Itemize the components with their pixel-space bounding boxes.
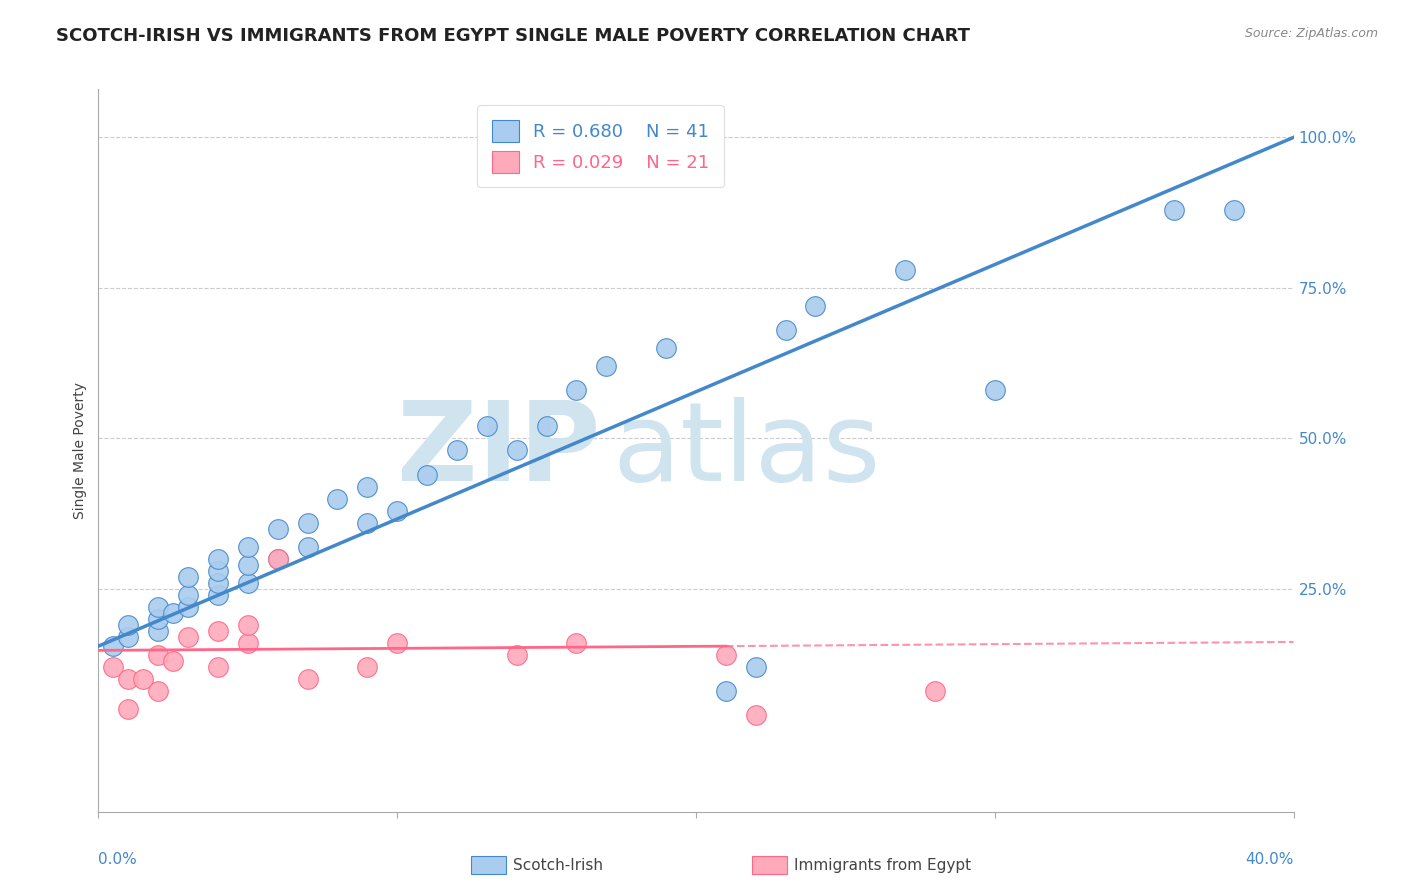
- Point: [117, 673, 139, 687]
- Text: SCOTCH-IRISH VS IMMIGRANTS FROM EGYPT SINGLE MALE POVERTY CORRELATION CHART: SCOTCH-IRISH VS IMMIGRANTS FROM EGYPT SI…: [56, 27, 970, 45]
- Point: [385, 503, 409, 517]
- Point: [207, 576, 229, 591]
- Point: [536, 419, 558, 434]
- Point: [148, 624, 170, 639]
- Point: [207, 564, 229, 578]
- Point: [132, 673, 155, 687]
- Text: atlas: atlas: [613, 397, 880, 504]
- Y-axis label: Single Male Poverty: Single Male Poverty: [73, 382, 87, 519]
- Point: [117, 630, 139, 644]
- Point: [745, 660, 768, 674]
- Point: [984, 384, 1007, 398]
- Point: [297, 540, 319, 554]
- Point: [236, 618, 259, 632]
- Point: [148, 684, 170, 698]
- Point: [103, 660, 125, 674]
- Point: [894, 262, 917, 277]
- Point: [804, 299, 827, 313]
- Point: [326, 491, 349, 506]
- Point: [177, 570, 200, 584]
- Text: ZIP: ZIP: [396, 397, 600, 504]
- Point: [207, 624, 229, 639]
- Point: [446, 443, 468, 458]
- Point: [103, 639, 125, 653]
- Legend: R = 0.680    N = 41, R = 0.029    N = 21: R = 0.680 N = 41, R = 0.029 N = 21: [477, 105, 724, 187]
- Point: [148, 599, 170, 614]
- Point: [267, 551, 290, 566]
- Text: 0.0%: 0.0%: [98, 852, 138, 867]
- Point: [236, 576, 259, 591]
- Text: 40.0%: 40.0%: [1246, 852, 1294, 867]
- Point: [655, 341, 678, 355]
- Point: [148, 648, 170, 662]
- Point: [297, 516, 319, 530]
- Point: [565, 636, 588, 650]
- Point: [148, 612, 170, 626]
- Point: [236, 636, 259, 650]
- Point: [356, 660, 378, 674]
- Point: [924, 684, 946, 698]
- Point: [356, 480, 378, 494]
- Point: [506, 443, 529, 458]
- Point: [177, 588, 200, 602]
- Point: [162, 606, 184, 620]
- Point: [1163, 202, 1185, 217]
- Point: [236, 540, 259, 554]
- Point: [475, 419, 498, 434]
- Point: [162, 654, 184, 668]
- Point: [177, 630, 200, 644]
- Point: [595, 359, 617, 373]
- Point: [267, 551, 290, 566]
- Text: Scotch-Irish: Scotch-Irish: [513, 858, 603, 872]
- Point: [267, 522, 290, 536]
- Point: [207, 588, 229, 602]
- Point: [1223, 202, 1246, 217]
- Point: [177, 599, 200, 614]
- Point: [385, 636, 409, 650]
- Point: [565, 384, 588, 398]
- Point: [207, 551, 229, 566]
- Point: [207, 660, 229, 674]
- Text: Source: ZipAtlas.com: Source: ZipAtlas.com: [1244, 27, 1378, 40]
- Point: [506, 648, 529, 662]
- Point: [297, 673, 319, 687]
- Point: [117, 618, 139, 632]
- Point: [745, 708, 768, 723]
- Point: [714, 648, 737, 662]
- Point: [416, 467, 439, 482]
- Point: [714, 684, 737, 698]
- Point: [775, 323, 797, 337]
- Point: [356, 516, 378, 530]
- Point: [117, 702, 139, 716]
- Point: [236, 558, 259, 572]
- Text: Immigrants from Egypt: Immigrants from Egypt: [794, 858, 972, 872]
